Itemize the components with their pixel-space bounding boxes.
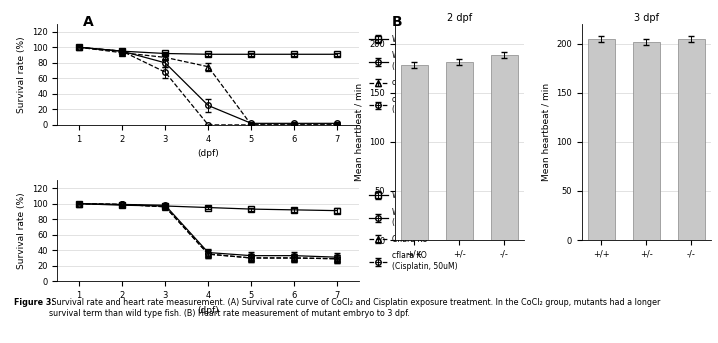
Legend: Wild type, Wild type
(CoCl₂, 1mM), cflara KO, cflara KO
(CoCl₂, 1mM): Wild type, Wild type (CoCl₂, 1mM), cflar… (369, 35, 442, 114)
Y-axis label: Survival rate (%): Survival rate (%) (17, 192, 27, 269)
X-axis label: (dpf): (dpf) (197, 149, 219, 158)
Title: 2 dpf: 2 dpf (447, 13, 472, 23)
Bar (446, 62, 473, 240)
Bar (678, 39, 705, 240)
Y-axis label: Mean heartbeat / min: Mean heartbeat / min (355, 83, 364, 181)
Y-axis label: Survival rate (%): Survival rate (%) (17, 36, 27, 113)
Text: Figure 3:: Figure 3: (14, 298, 55, 307)
Title: 3 dpf: 3 dpf (634, 13, 659, 23)
Bar (633, 42, 660, 240)
X-axis label: (dpf): (dpf) (197, 306, 219, 315)
Text: B: B (391, 15, 402, 29)
Bar (491, 56, 518, 240)
Text: Survival rate and heart rate measurement. (A) Survival rate curve of CoCl₂ and C: Survival rate and heart rate measurement… (49, 298, 660, 318)
Y-axis label: Mean heartbeat / min: Mean heartbeat / min (542, 83, 551, 181)
Bar (588, 39, 615, 240)
Text: A: A (83, 15, 93, 29)
Legend: Wild type, Wild type
(Cisplatin, 50uM), Cflara KO, cflara KO
(Cisplatin, 50uM): Wild type, Wild type (Cisplatin, 50uM), … (369, 191, 457, 271)
Bar (401, 65, 428, 240)
